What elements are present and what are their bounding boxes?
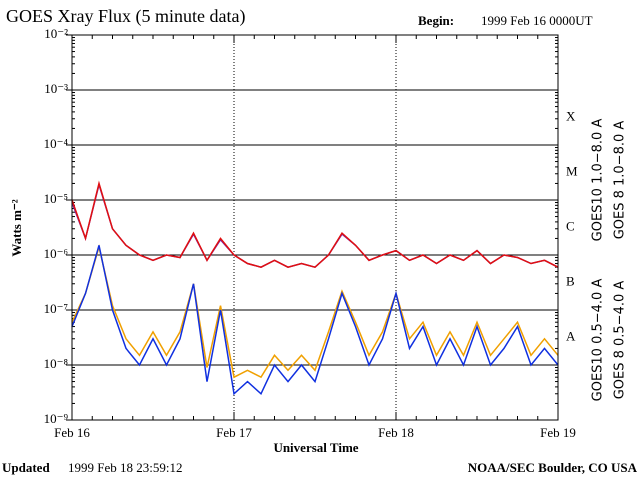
flare-class-label: M (566, 163, 578, 178)
y-tick-label: 10⁻⁶ (44, 246, 68, 261)
legend-entry: GOES 8 0.5−4.0 A (613, 281, 628, 400)
flare-class-label: A (566, 328, 576, 343)
x-axis-label: Universal Time (273, 440, 358, 455)
y-tick-label: 10⁻⁹ (44, 411, 69, 426)
series-line (71, 180, 559, 269)
legend-entry: GOES10 0.5−4.0 A (591, 279, 606, 402)
x-tick-label: Feb 17 (216, 425, 252, 440)
credit: NOAA/SEC Boulder, CO USA (468, 460, 638, 475)
legend-entry: GOES 8 1.0−8.0 A (613, 121, 628, 240)
plot-frame (71, 34, 559, 421)
flare-class-label: C (566, 218, 575, 233)
y-tick-label: 10⁻² (44, 26, 68, 41)
y-axis-label: Watts m⁻² (9, 199, 24, 256)
begin-label: Begin: (418, 13, 454, 28)
series-line (71, 245, 559, 396)
y-tick-label: 10⁻³ (44, 81, 68, 96)
x-tick-label: Feb 18 (378, 425, 414, 440)
y-tick-label: 10⁻⁷ (44, 301, 68, 316)
x-tick-label: Feb 16 (54, 425, 90, 440)
chart-title: GOES Xray Flux (5 minute data) (6, 6, 245, 27)
x-tick-label: Feb 19 (540, 425, 576, 440)
plot-area: 10⁻⁹ 10⁻⁸ 10⁻⁷ 10⁻⁶ 10⁻⁵ 10⁻⁴ 10⁻³ 10⁻² X M C B A Feb… (44, 26, 578, 440)
y-tick-label: 10⁻⁸ (44, 356, 69, 371)
begin-value: 1999 Feb 16 0000UT (481, 13, 593, 28)
legend-entry: GOES10 1.0−8.0 A (591, 119, 606, 242)
y-tick-label: 10⁻⁴ (44, 136, 69, 151)
updated-label: Updated (2, 460, 50, 475)
flare-class-label: B (566, 273, 575, 288)
y-tick-label: 10⁻⁵ (44, 191, 68, 206)
updated-value: 1999 Feb 18 23:59:12 (68, 460, 182, 475)
series-line (71, 244, 559, 379)
flare-class-label: X (566, 108, 576, 123)
